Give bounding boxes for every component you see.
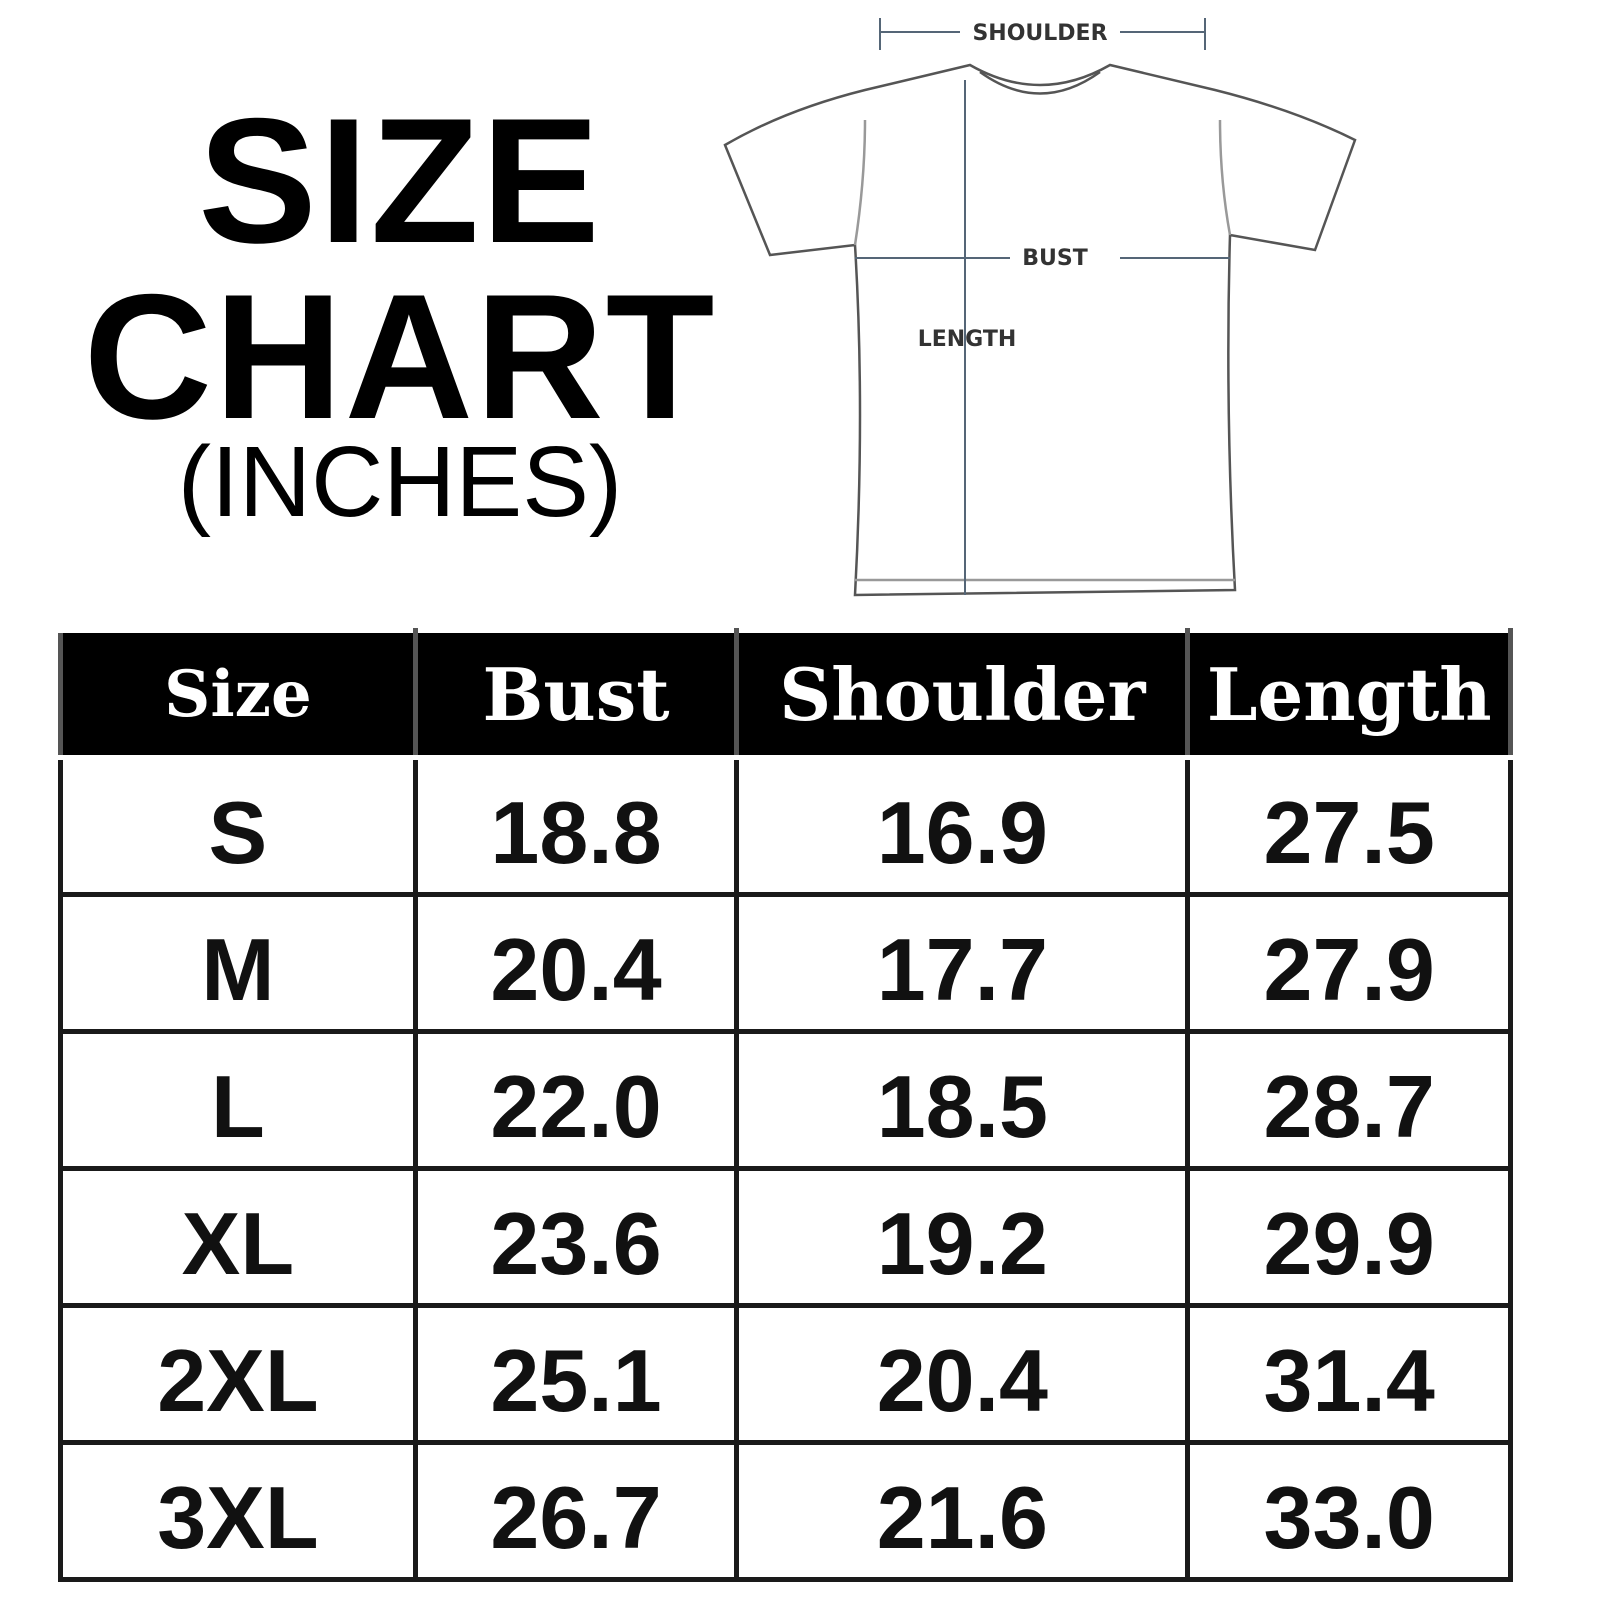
header-shoulder: Shoulder	[734, 628, 1191, 760]
shoulder-label: SHOULDER	[972, 21, 1107, 46]
cell-shoulder: 18.5	[734, 1029, 1191, 1171]
cell-length: 33.0	[1185, 1440, 1513, 1582]
unit-label: (INCHES)	[177, 426, 623, 538]
cell-bust: 26.7	[412, 1440, 740, 1582]
tshirt-diagram: SHOULDER BUST LENGTH	[723, 18, 1357, 597]
bust-label: BUST	[1022, 246, 1087, 271]
length-label: LENGTH	[918, 327, 1017, 352]
cell-shoulder: 17.7	[734, 892, 1191, 1034]
cell-shoulder: 21.6	[734, 1440, 1191, 1582]
cell-size: L	[58, 1029, 418, 1171]
table-row: M 20.4 17.7 27.9	[58, 892, 1513, 1034]
table-row: L 22.0 18.5 28.7	[58, 1029, 1513, 1171]
cell-shoulder: 20.4	[734, 1303, 1191, 1445]
cell-length: 27.5	[1185, 755, 1513, 897]
cell-length: 29.9	[1185, 1166, 1513, 1308]
header-bust: Bust	[412, 628, 740, 760]
cell-bust: 23.6	[412, 1166, 740, 1308]
cell-shoulder: 16.9	[734, 755, 1191, 897]
cell-size: 2XL	[58, 1303, 418, 1445]
cell-bust: 18.8	[412, 755, 740, 897]
table-row: S 18.8 16.9 27.5	[58, 755, 1513, 897]
cell-shoulder: 19.2	[734, 1166, 1191, 1308]
cell-size: S	[58, 755, 418, 897]
table-row: XL 23.6 19.2 29.9	[58, 1166, 1513, 1308]
title-chart: CHART	[83, 257, 717, 456]
cell-bust: 25.1	[412, 1303, 740, 1445]
cell-length: 28.7	[1185, 1029, 1513, 1171]
cell-size: XL	[58, 1166, 418, 1308]
size-table: Size Bust Shoulder Length S 18.8 16.9 27.5 M…	[58, 628, 1513, 1582]
cell-bust: 22.0	[412, 1029, 740, 1171]
cell-bust: 20.4	[412, 892, 740, 1034]
title-size: SIZE	[198, 81, 602, 280]
table-row: 3XL 26.7 21.6 33.0	[58, 1440, 1513, 1582]
table-row: 2XL 25.1 20.4 31.4	[58, 1303, 1513, 1445]
cell-length: 27.9	[1185, 892, 1513, 1034]
header-length: Length	[1185, 628, 1513, 760]
header-row: Size Bust Shoulder Length	[58, 628, 1513, 760]
cell-length: 31.4	[1185, 1303, 1513, 1445]
tshirt-outline-icon	[723, 63, 1357, 597]
header-size: Size	[58, 628, 418, 760]
cell-size: 3XL	[58, 1440, 418, 1582]
cell-size: M	[58, 892, 418, 1034]
